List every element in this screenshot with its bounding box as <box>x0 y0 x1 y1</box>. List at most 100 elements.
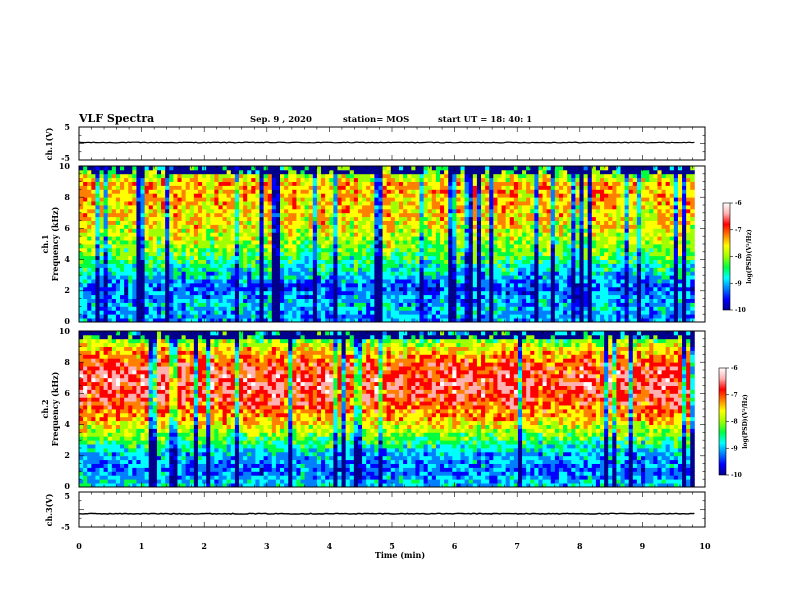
spectrogram-cell <box>398 259 404 264</box>
spectrogram-cell <box>181 201 187 206</box>
spectrogram-cell <box>325 275 330 280</box>
spectrogram-cell <box>370 208 375 214</box>
spectrogram-cell <box>476 247 482 253</box>
spectrogram-cell <box>95 220 100 225</box>
spectrogram-cell <box>415 275 420 280</box>
spectrogram-cell <box>489 294 494 299</box>
spectrogram-cell <box>284 201 289 206</box>
spectrogram-cell <box>337 236 342 241</box>
spectrogram-cell <box>136 189 141 194</box>
spectrogram-cell <box>136 306 141 311</box>
spectrogram-cell <box>509 306 515 311</box>
spectrogram-cell <box>193 263 199 268</box>
spectrogram-cell <box>288 244 293 249</box>
spectrogram-cell <box>394 255 400 260</box>
spectrogram-cell <box>374 185 379 190</box>
spectrogram-cell <box>218 318 223 323</box>
spectrogram-cell <box>530 177 535 182</box>
spectrogram-cell <box>558 166 564 171</box>
spectrogram-cell <box>485 259 490 264</box>
spectrogram-cell <box>210 220 215 225</box>
spectrogram-cell <box>468 197 474 202</box>
spectrogram-cell <box>501 173 507 179</box>
spectrogram-cell <box>423 267 429 272</box>
spectrogram-cell <box>202 247 207 253</box>
spectrogram-cell <box>304 193 310 198</box>
spectrogram-cell <box>390 283 396 288</box>
spectrogram-cell <box>374 240 379 245</box>
spectrogram-cell <box>456 286 461 292</box>
spectrogram-cell <box>456 290 461 296</box>
spectrogram-cell <box>115 193 121 198</box>
spectrogram-cell <box>419 177 424 182</box>
spectrogram-cell <box>464 197 470 202</box>
spectrogram-cell <box>378 271 383 276</box>
spectrogram-cell <box>189 173 195 179</box>
spectrogram-cell <box>419 232 424 237</box>
spectrogram-cell <box>440 259 445 264</box>
spectrogram-cell <box>152 251 158 257</box>
spectrogram-cell <box>349 193 355 198</box>
spectrogram-cell <box>288 318 293 323</box>
spectrogram-cell <box>173 310 178 315</box>
spectrogram-cell <box>362 166 367 171</box>
spectrogram-cell <box>251 286 256 292</box>
spectrogram-cell <box>366 193 371 198</box>
spectrogram-cell <box>329 271 334 276</box>
spectrogram-cell <box>476 263 482 268</box>
spectrogram-cell <box>567 314 572 319</box>
spectrogram-cell <box>485 185 490 190</box>
spectrogram-cell <box>95 298 100 303</box>
spectrogram-cell <box>464 310 470 315</box>
spectrogram-cell <box>571 205 576 210</box>
spectrogram-cell <box>243 185 248 190</box>
spectrogram-cell <box>230 302 236 307</box>
spectrogram-cell <box>464 224 470 229</box>
spectrogram-cell <box>210 193 215 198</box>
spectrogram-cell <box>181 247 187 253</box>
spectrogram-cell <box>115 173 121 179</box>
spectrogram-cell <box>79 267 84 272</box>
spectrogram-cell <box>563 212 568 218</box>
spectrogram-cell <box>316 208 322 214</box>
spectrogram-cell <box>567 236 572 241</box>
spectrogram-cell <box>111 240 117 245</box>
spectrogram-cell <box>169 294 174 299</box>
spectrogram-cell <box>349 220 355 225</box>
spectrogram-cell <box>103 279 109 284</box>
spectrogram-cell <box>300 189 306 194</box>
spectrogram-cell <box>398 169 404 175</box>
spectrogram-cell <box>275 185 281 190</box>
spectrogram-cell <box>444 255 449 260</box>
spectrogram-cell <box>497 244 502 249</box>
spectrogram-cell <box>95 185 100 190</box>
spectrogram-cell <box>370 298 375 303</box>
spectrogram-cell <box>575 275 580 280</box>
spectrogram-cell <box>530 193 535 198</box>
spectrogram-cell <box>366 240 371 245</box>
spectrogram-cell <box>193 310 199 315</box>
spectrogram-cell <box>161 208 166 214</box>
spectrogram-cell <box>132 185 137 190</box>
spectrogram-cell <box>476 298 482 303</box>
spectrogram-cell <box>558 228 564 233</box>
spectrogram-cell <box>489 169 494 175</box>
spectrogram-cell <box>136 302 141 307</box>
spectrogram-cell <box>407 283 412 288</box>
spectrogram-cell <box>308 306 314 311</box>
spectrogram-cell <box>95 255 100 260</box>
spectrogram-cell <box>345 298 351 303</box>
spectrogram-cell <box>505 189 511 194</box>
spectrogram-cell <box>300 247 306 253</box>
spectrogram-cell <box>243 290 248 296</box>
spectrogram-cell <box>107 240 113 245</box>
spectrogram-cell <box>542 247 548 253</box>
spectrogram-cell <box>534 306 539 311</box>
spectrogram-cell <box>148 232 154 237</box>
spectrogram-cell <box>366 173 371 179</box>
spectrogram-cell <box>554 244 560 249</box>
spectrogram-cell <box>210 294 215 299</box>
spectrogram-cell <box>394 306 400 311</box>
spectrogram-cell <box>370 306 375 311</box>
spectrogram-cell <box>374 236 379 241</box>
